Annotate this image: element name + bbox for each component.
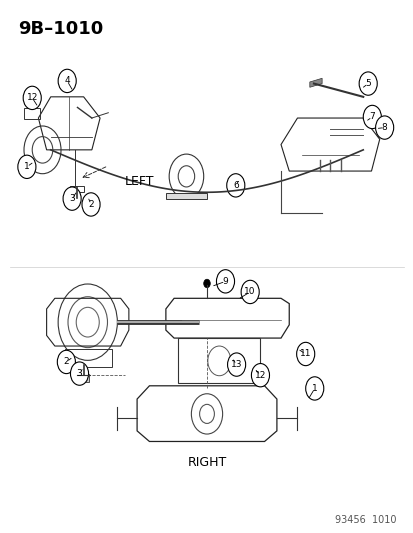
- Circle shape: [375, 116, 393, 139]
- Polygon shape: [166, 193, 206, 199]
- Circle shape: [63, 187, 81, 211]
- Polygon shape: [309, 78, 321, 87]
- Circle shape: [203, 279, 210, 288]
- Circle shape: [227, 353, 245, 376]
- Circle shape: [251, 364, 269, 387]
- Circle shape: [57, 350, 75, 374]
- Circle shape: [70, 362, 88, 385]
- Circle shape: [358, 72, 376, 95]
- Text: 11: 11: [299, 350, 311, 359]
- Circle shape: [240, 280, 259, 304]
- Text: 9: 9: [222, 277, 228, 286]
- Text: 2: 2: [64, 358, 69, 367]
- Circle shape: [216, 270, 234, 293]
- Text: 3: 3: [76, 369, 82, 378]
- Text: 7: 7: [368, 112, 374, 122]
- Text: 6: 6: [233, 181, 238, 190]
- Text: 9B–1010: 9B–1010: [18, 20, 103, 38]
- Text: 1: 1: [24, 163, 30, 171]
- Text: LEFT: LEFT: [124, 175, 154, 188]
- Circle shape: [362, 106, 380, 128]
- Text: 13: 13: [230, 360, 242, 369]
- Text: 10: 10: [244, 287, 255, 296]
- Text: 2: 2: [88, 200, 94, 209]
- Text: RIGHT: RIGHT: [187, 456, 226, 469]
- Text: 93456  1010: 93456 1010: [334, 515, 395, 525]
- Circle shape: [82, 193, 100, 216]
- Circle shape: [18, 155, 36, 179]
- Text: 3: 3: [69, 194, 75, 203]
- Text: 1: 1: [311, 384, 317, 393]
- Circle shape: [226, 174, 244, 197]
- Circle shape: [58, 69, 76, 93]
- Text: 5: 5: [364, 79, 370, 88]
- Text: 12: 12: [254, 370, 266, 379]
- Circle shape: [296, 342, 314, 366]
- Circle shape: [305, 377, 323, 400]
- Polygon shape: [78, 374, 88, 382]
- Text: 12: 12: [26, 93, 38, 102]
- Circle shape: [23, 86, 41, 110]
- Text: 4: 4: [64, 76, 70, 85]
- Text: 8: 8: [381, 123, 387, 132]
